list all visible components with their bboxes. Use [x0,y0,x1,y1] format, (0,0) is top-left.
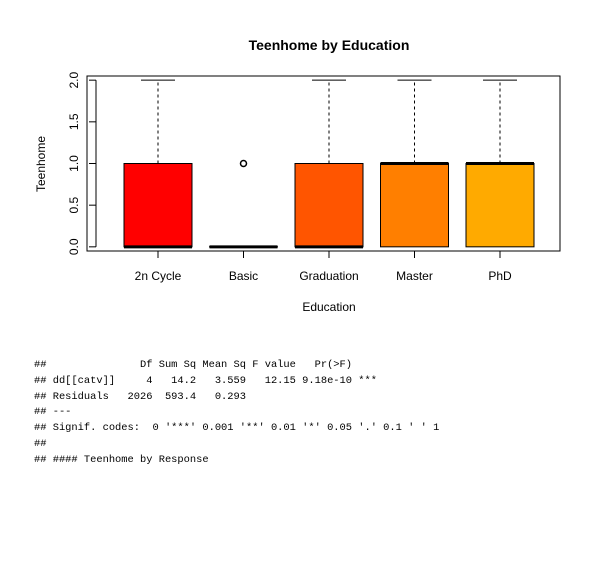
boxes-layer [123,79,535,249]
y-tick-label: 0.5 [67,197,81,214]
y-axis: 0.0 0.5 1.0 1.5 2.0 [67,72,97,255]
box-group [380,79,449,248]
box [380,163,449,248]
console-line: ## Residuals 2026 593.4 0.293 [34,390,377,403]
y-tick-label: 1.0 [67,155,81,172]
y-tick-label: 0.0 [67,238,81,255]
console-line: ## [34,437,47,450]
y-tick-label: 2.0 [67,72,81,89]
box [123,163,193,248]
box-group [123,79,193,249]
console-line: ## Signif. codes: 0 '***' 0.001 '**' 0.0… [34,422,440,435]
y-tick-label: 1.5 [67,113,81,130]
outlier-point [239,159,248,168]
box-group [465,79,535,248]
console-line: ## Df Sum Sq Mean Sq F value Pr(>F) [34,359,377,371]
x-tick-label: PhD [488,269,512,283]
chart-title: Teenhome by Education [249,37,410,53]
boxplot-chart: Teenhome by Education 0.0 0.5 1.0 1.5 2.0 2n… [34,37,561,314]
box [294,163,364,248]
box-group [209,159,278,249]
x-axis: 2n Cycle Basic Graduation Master PhD [135,250,512,283]
console-line: ## #### Teenhome by Response [34,453,209,466]
box [465,163,535,248]
y-axis-label: Teenhome [34,136,48,192]
console-line: ## --- [34,406,72,419]
x-tick-label: Basic [229,269,258,283]
console-output: ## Df Sum Sq Mean Sq F value Pr(>F) ## d… [34,358,439,469]
x-tick-label: Graduation [299,269,358,283]
console-line: ## dd[[catv]] 4 14.2 3.559 12.15 9.18e-1… [34,374,377,387]
box-group [294,79,364,249]
x-axis-label: Education [302,300,355,314]
x-tick-label: Master [396,269,433,283]
x-tick-label: 2n Cycle [135,269,182,283]
